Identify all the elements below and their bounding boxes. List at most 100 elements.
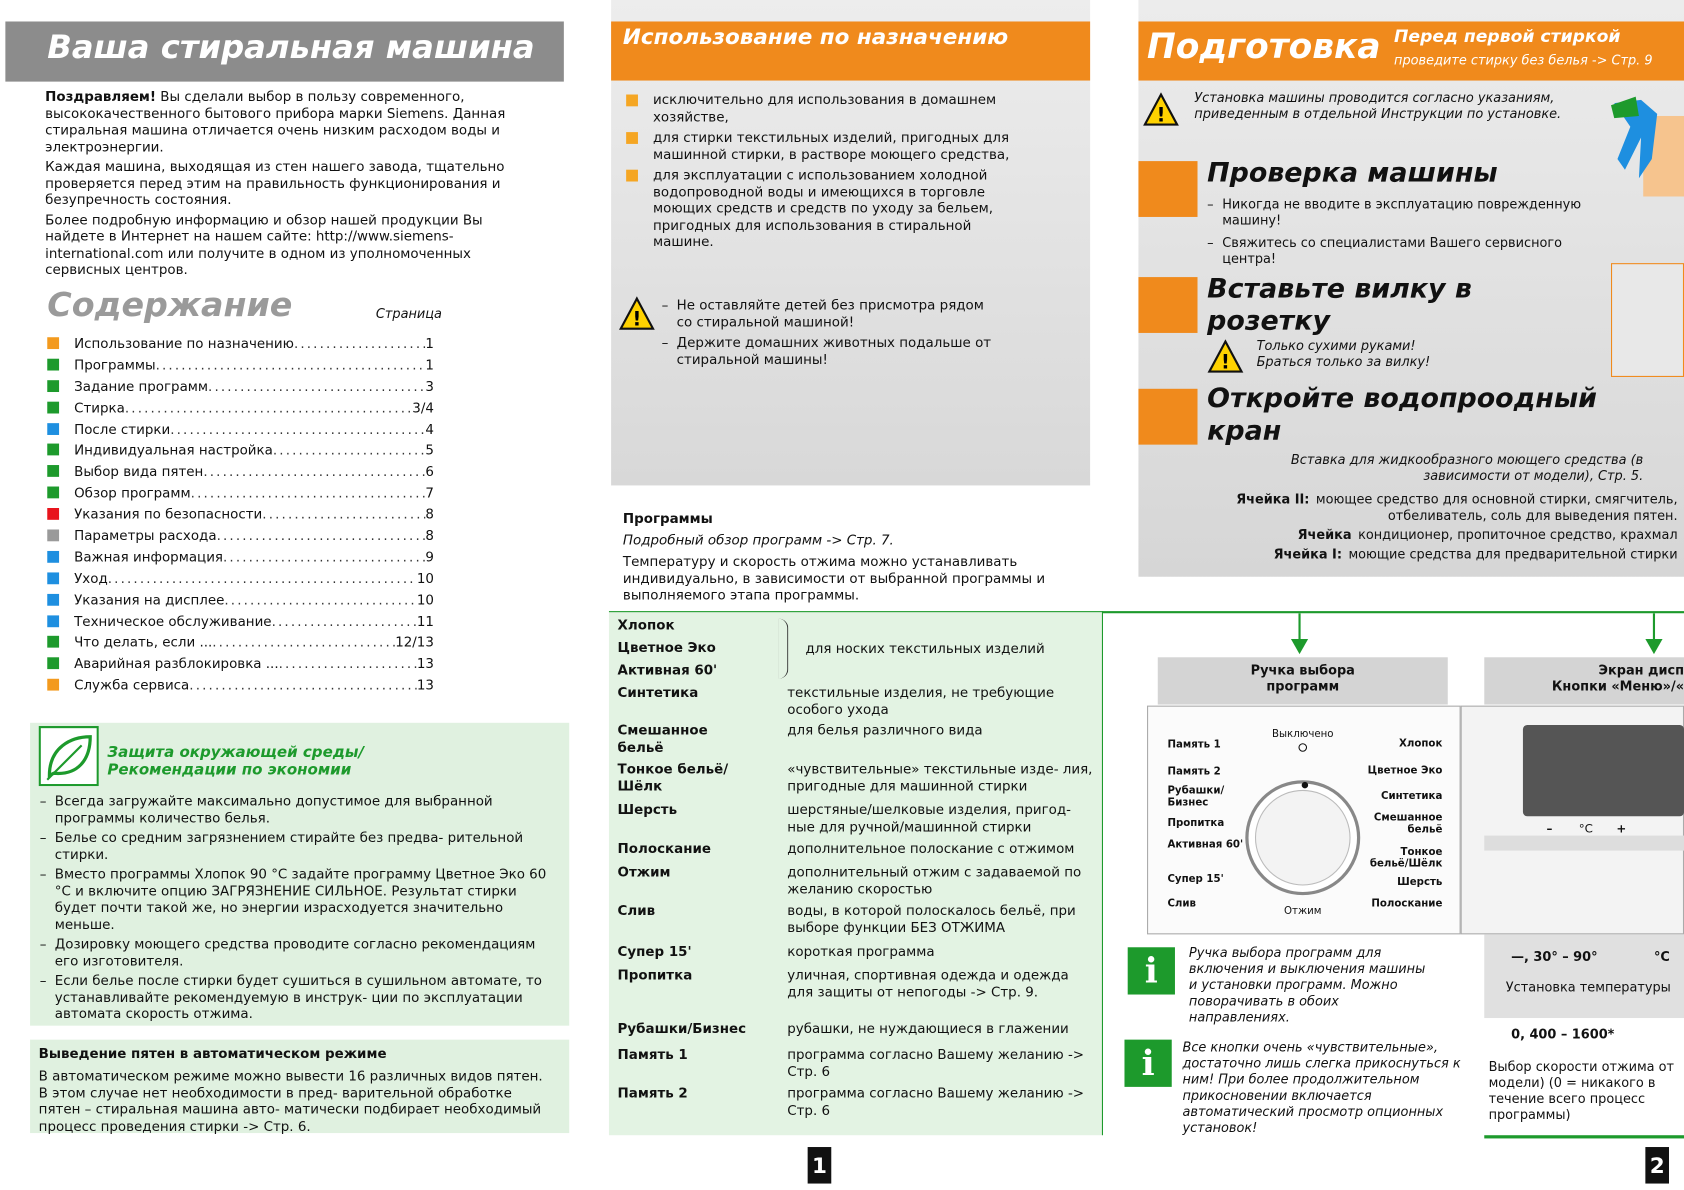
toc-page: 8 [425, 505, 434, 523]
warning-item: Держите домашних животных подальше от ст… [662, 334, 999, 367]
toc-page: 10 [416, 591, 434, 608]
program-name: Активная 60' [617, 661, 718, 678]
title-bar [5, 21, 564, 82]
program-name: Рубашки/Бизнес [617, 1020, 747, 1037]
toc-dots: ........................................… [271, 612, 417, 629]
dial-label: Супер 15' [1167, 873, 1224, 885]
toc-dots: ........................................… [107, 570, 417, 587]
spin-range: 0, 400 – 1600* [1511, 1026, 1615, 1042]
program-description: программа согласно Вашему желанию -> Стр… [787, 1046, 1085, 1079]
toc-row: Служба сервиса..........................… [45, 675, 434, 696]
toc-dots: ........................................… [223, 548, 425, 565]
temp-range: —, 30° – 90° [1511, 949, 1598, 965]
use-text: исключительно для использования в домашн… [652, 91, 997, 125]
page-number: 1 [807, 1147, 832, 1184]
toc-marker [47, 636, 60, 649]
eco-item: Дозировку моющего средства проводите сог… [40, 935, 560, 968]
use-panel [611, 0, 1091, 486]
program-description: для белья различного вида [787, 721, 983, 738]
toc-dots: ........................................… [293, 335, 425, 352]
info-text: Ручка выбора программ для включения и вы… [1188, 945, 1426, 1025]
section-title: Подготовка [1147, 25, 1381, 67]
toc-marker [47, 444, 60, 456]
toc-dots: ........................................… [170, 420, 426, 437]
toc-row: Параметры расхода.......................… [45, 525, 434, 546]
drawer-photo [1611, 263, 1684, 377]
program-name: Хлопок [617, 616, 675, 633]
program-description: для носких текстильных изделий [805, 640, 1045, 657]
eco-title: Защита окружающей среды/ Рекомендации по… [107, 744, 365, 779]
spin-text: Выбор скорости отжима от модели) (0 = ни… [1488, 1058, 1675, 1123]
program-name: Шерсть [617, 801, 678, 818]
dial-label: Смешанное бельё [1373, 811, 1443, 836]
toc-row: Индивидуальная настройка................… [45, 440, 434, 461]
toc-marker [47, 657, 60, 670]
toc-marker [47, 337, 60, 350]
dial-graphic [1245, 743, 1361, 896]
use-item: для эксплуатации с использованием холодн… [626, 166, 1034, 249]
use-text: для стирки текстильных изделий, пригодны… [652, 128, 1010, 162]
spin-box [1484, 1018, 1684, 1139]
arrow [1290, 613, 1309, 655]
plug-icon [1138, 277, 1198, 333]
prep-panel [1138, 0, 1684, 577]
toc-marker [47, 529, 60, 542]
display-subtitle: Кнопки «Меню»/« [1551, 678, 1684, 694]
stain-title: Выведение пятен в автоматическом режиме [38, 1045, 387, 1062]
warning-icon: ! [1207, 339, 1244, 373]
toc-dots: ........................................… [203, 463, 426, 480]
program-description: уличная, спортивная одежда и одежда для … [787, 966, 1069, 1000]
page-label: Страница [375, 306, 442, 322]
plug-title: Вставьте вилку в розетку [1207, 272, 1472, 337]
toc-page: 13 [416, 655, 434, 672]
svg-text:!: ! [1221, 350, 1230, 373]
dial-label: Полоскание [1371, 897, 1443, 910]
toc-row: Задание программ........................… [45, 376, 434, 397]
toc-label: Задание программ [74, 377, 209, 394]
toc-page: 11 [416, 612, 434, 629]
toc-page: 10 [416, 570, 434, 587]
toc-label: Программы [74, 356, 156, 373]
toc-page: 4 [425, 420, 434, 437]
program-description: дополнительный отжим с задаваемой по жел… [787, 863, 1082, 897]
dial-label: Тонкое бельё/Шёлк [1369, 846, 1443, 870]
use-item: исключительно для использования в домашн… [626, 91, 1034, 124]
toc-page: 6 [425, 463, 434, 480]
toc-row: Указания на дисплее.....................… [45, 589, 434, 610]
toc-row: Указания по безопасности................… [45, 504, 434, 525]
toc-dots: ........................................… [155, 356, 426, 373]
temp-box [1484, 934, 1684, 1019]
toc-marker [47, 465, 60, 478]
program-description: шерстяные/шелковые изделия, пригод- ные … [787, 801, 1071, 834]
warning-list: Не оставляйте детей без присмотра рядом … [662, 296, 999, 371]
program-name: Синтетика [617, 684, 699, 701]
program-name: Цветное Эко [617, 639, 716, 656]
subtitle: Перед первой стиркой [1394, 25, 1621, 47]
header-bar [611, 21, 1091, 81]
eco-list: Всегда загружайте максимально допустимое… [40, 793, 560, 1026]
dial-label: Память 2 [1167, 765, 1221, 778]
temp-text: Установка температуры [1505, 979, 1671, 995]
toc-label: Техническое обслуживание [74, 612, 272, 629]
toc: Использование по назначению.............… [45, 333, 434, 696]
toc-row: Что делать, если .......................… [45, 632, 434, 653]
laundry-icon [1611, 96, 1684, 197]
program-name: Тонкое бельё/Шёлк [617, 760, 729, 794]
use-text: для эксплуатации с использованием холодн… [652, 166, 994, 250]
display-unit: °C [1578, 821, 1593, 836]
program-description: текстильные изделия, не требующие особог… [787, 684, 1055, 717]
section-title: Использование по назначению [622, 23, 1009, 50]
dial-label: Пропитка [1167, 817, 1225, 830]
toc-page: 9 [425, 548, 434, 565]
toc-dots: ........................................… [262, 505, 425, 523]
toc-label: Стирка [74, 399, 125, 416]
toc-row: Использование по назначению.............… [45, 333, 434, 354]
toc-page: 12/13 [395, 634, 434, 651]
tap-icon [1138, 388, 1198, 445]
check-item: Никогда не вводите в эксплуатацию повреж… [1207, 197, 1598, 229]
toc-label: Использование по назначению [74, 335, 294, 352]
toc-dots: ........................................… [208, 377, 425, 394]
toc-page: 7 [425, 484, 434, 501]
toc-dots: ........................................… [190, 484, 426, 501]
